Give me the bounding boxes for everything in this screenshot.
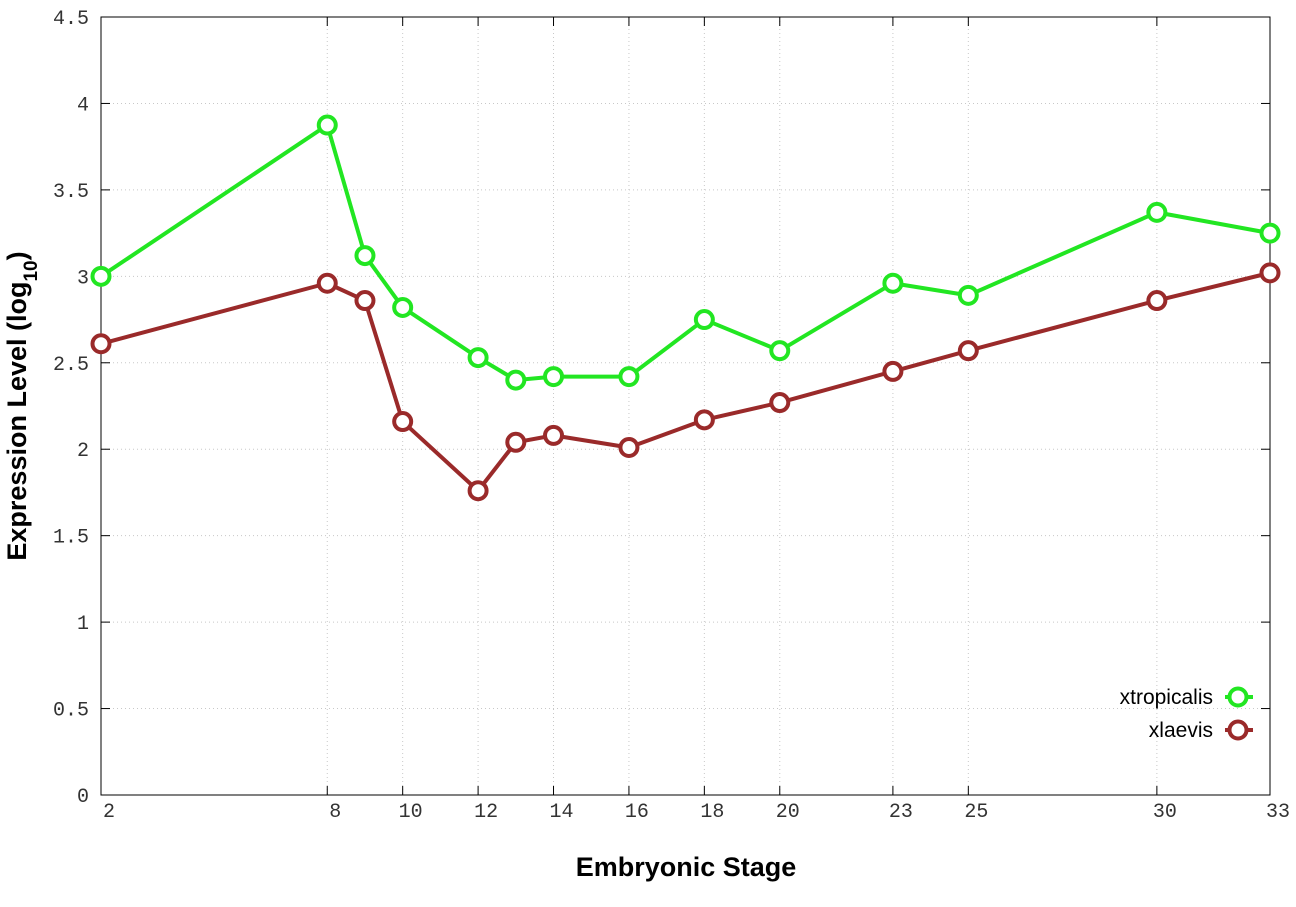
x-tick-label: 25: [964, 801, 988, 824]
y-axis-title-text: Expression Level (log: [2, 282, 32, 561]
y-axis-title-suffix: ): [2, 251, 32, 260]
marker: [618, 366, 640, 388]
marker: [1146, 201, 1168, 223]
x-tick-label: 30: [1153, 801, 1177, 824]
marker: [505, 431, 527, 453]
y-tick-label: 3.5: [53, 181, 89, 204]
marker: [1259, 262, 1281, 284]
x-axis-title: Embryonic Stage: [576, 852, 797, 882]
marker: [467, 347, 489, 369]
marker: [882, 272, 904, 294]
y-axis-title: Expression Level (log10): [2, 251, 42, 560]
marker: [354, 245, 376, 267]
marker: [693, 309, 715, 331]
marker: [1259, 222, 1281, 244]
marker: [354, 290, 376, 312]
y-tick-label: 1: [77, 613, 89, 636]
x-tick-label: 14: [550, 801, 574, 824]
y-tick-label: 0.5: [53, 700, 89, 723]
marker: [392, 411, 414, 433]
marker: [392, 296, 414, 318]
legend-marker: [1227, 719, 1249, 741]
x-tick-label: 12: [474, 801, 498, 824]
legend-label: xtropicalis: [1120, 686, 1213, 709]
y-tick-label: 2: [77, 440, 89, 463]
marker: [90, 265, 112, 287]
y-tick-label: 0: [77, 786, 89, 809]
y-axis-title-sub: 10: [21, 260, 42, 281]
marker: [505, 369, 527, 391]
marker: [769, 340, 791, 362]
marker: [1146, 290, 1168, 312]
y-tick-label: 4: [77, 94, 89, 117]
marker: [957, 340, 979, 362]
x-tick-label: 18: [700, 801, 724, 824]
x-tick-label: 8: [329, 801, 341, 824]
marker: [90, 333, 112, 355]
series-line: [100, 270, 1271, 493]
x-tick-label: 20: [776, 801, 800, 824]
marker: [316, 114, 338, 136]
marker: [882, 360, 904, 382]
marker: [316, 272, 338, 294]
y-tick-label: 1.5: [53, 527, 89, 550]
marker: [769, 392, 791, 414]
legend-marker: [1227, 686, 1249, 708]
plot-frame: [100, 16, 1271, 796]
marker: [467, 480, 489, 502]
x-tick-label: 2: [103, 801, 115, 824]
marker: [618, 436, 640, 458]
x-tick-label: 23: [889, 801, 913, 824]
marker: [543, 424, 565, 446]
marker: [693, 409, 715, 431]
marker: [543, 366, 565, 388]
marker: [957, 284, 979, 306]
series-line: [99, 123, 1271, 383]
x-tick-label: 10: [399, 801, 423, 824]
x-tick-label: 16: [625, 801, 649, 824]
y-tick-label: 2.5: [53, 354, 89, 377]
y-tick-label: 4.5: [53, 8, 89, 31]
x-tick-label: 33: [1266, 801, 1290, 824]
y-tick-label: 3: [77, 267, 89, 290]
legend-label: xlaevis: [1149, 719, 1213, 742]
